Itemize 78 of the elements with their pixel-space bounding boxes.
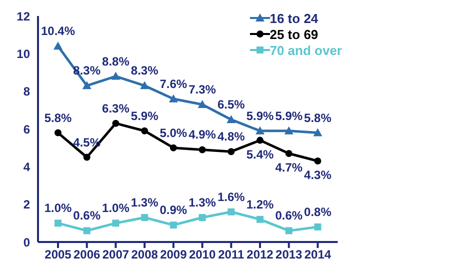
- data-label: 5.9%: [275, 108, 303, 123]
- y-tick-label: 2: [23, 198, 30, 212]
- point: [198, 146, 206, 154]
- data-label: 7.3%: [188, 82, 216, 97]
- x-tick-label: 2010: [188, 248, 216, 262]
- x-tick-label: 2005: [44, 248, 72, 262]
- point: [226, 115, 236, 124]
- point: [168, 94, 178, 102]
- data-label: 4.8%: [217, 130, 246, 144]
- data-label: 1.3%: [130, 196, 159, 210]
- data-label: 0.6%: [275, 208, 303, 223]
- y-tick-label: 6: [23, 122, 30, 136]
- point: [198, 100, 207, 108]
- data-label: 1.6%: [217, 190, 246, 204]
- point: [82, 81, 92, 90]
- point: [256, 126, 265, 134]
- data-label: 6.5%: [217, 98, 246, 112]
- point: [256, 136, 264, 144]
- point: [54, 129, 62, 136]
- point: [141, 127, 148, 134]
- point: [198, 214, 206, 222]
- data-label: 1.3%: [188, 196, 216, 210]
- data-label: 5.9%: [130, 108, 159, 123]
- data-label: 0.8%: [304, 204, 332, 219]
- data-label: 5.4%: [246, 147, 274, 162]
- data-label: 1.0%: [44, 201, 72, 216]
- x-tick-label: 2006: [74, 248, 101, 262]
- data-label: 1.0%: [102, 201, 130, 216]
- x-tick-label: 2007: [102, 248, 130, 262]
- data-label: 5.8%: [304, 110, 332, 125]
- data-label: 8.3%: [130, 64, 159, 78]
- data-label: 6.3%: [102, 101, 130, 116]
- point: [112, 220, 120, 227]
- x-tick-label: 2013: [276, 248, 303, 262]
- x-tick-label: 2011: [218, 248, 244, 262]
- point: [141, 214, 148, 222]
- x-tick-label: 2012: [246, 248, 274, 262]
- point: [140, 81, 150, 90]
- x-tick-label: 2014: [304, 248, 332, 262]
- data-label: 7.6%: [160, 76, 188, 91]
- point: [170, 144, 177, 152]
- point: [83, 154, 90, 161]
- data-label: 0.9%: [160, 203, 188, 218]
- data-label: 5.0%: [160, 126, 188, 140]
- y-tick-label: 12: [16, 9, 30, 24]
- data-label: 1.2%: [246, 197, 274, 212]
- data-label: 0.6%: [73, 208, 101, 223]
- y-tick-label: 8: [23, 84, 30, 99]
- point: [228, 208, 235, 216]
- point: [284, 126, 294, 134]
- data-label: 10.4%: [40, 24, 76, 38]
- data-label: 4.9%: [188, 128, 216, 142]
- data-label: 4.3%: [304, 168, 332, 182]
- x-tick-label: 2008: [131, 248, 158, 262]
- y-tick-label: 10: [16, 46, 30, 61]
- data-label: 5.9%: [246, 108, 274, 123]
- point: [111, 72, 120, 80]
- y-tick-label: 0: [23, 235, 30, 250]
- legend-label: 25 to 69: [270, 26, 318, 42]
- data-label: 4.7%: [275, 160, 303, 174]
- point: [285, 150, 292, 157]
- legend-label: 16 to 24: [270, 10, 318, 26]
- y-tick-label: 4: [23, 160, 30, 174]
- point: [314, 158, 322, 165]
- data-label: 8.8%: [102, 54, 130, 68]
- point: [170, 222, 177, 229]
- x-tick-label: 2009: [160, 248, 188, 262]
- point: [313, 128, 322, 136]
- point: [228, 148, 235, 156]
- point: [285, 227, 292, 234]
- point: [83, 227, 90, 234]
- point: [314, 223, 322, 230]
- point: [54, 42, 62, 50]
- point: [54, 220, 62, 227]
- data-label: 5.8%: [44, 110, 72, 125]
- point: [112, 120, 120, 127]
- legend-label: 70 and over: [270, 42, 342, 58]
- point: [256, 216, 264, 223]
